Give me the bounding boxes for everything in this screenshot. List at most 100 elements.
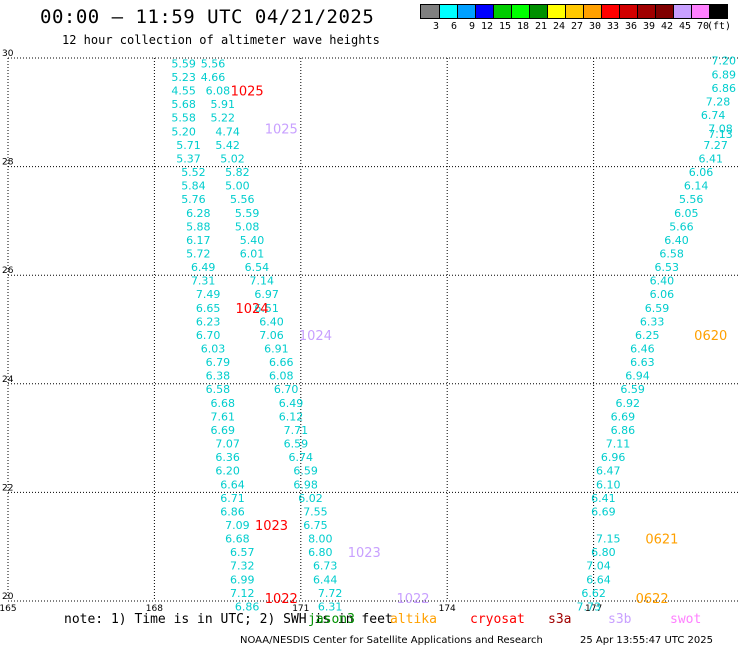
color-swatch: [673, 5, 691, 19]
wave-height-label: 6.01: [240, 247, 265, 260]
wave-height-label: 6.59: [284, 438, 309, 451]
color-scale-tick: 24: [552, 21, 565, 32]
color-scale-tick: 42: [660, 21, 673, 32]
color-scale-tick: 70: [696, 21, 709, 32]
wave-height-label: 6.63: [630, 356, 655, 369]
color-scale-tick: 33: [606, 21, 619, 32]
wave-height-label: 6.38: [206, 370, 231, 383]
color-swatch: [457, 5, 475, 19]
pass-time-label: 0622: [636, 592, 669, 607]
color-scale-tick: 27: [570, 21, 583, 32]
wave-height-label: 7.73: [576, 600, 601, 612]
satellite-legend-jason3: jason3: [308, 612, 355, 627]
wave-height-label: 7.27: [703, 139, 728, 152]
wave-height-label: 5.40: [240, 234, 265, 247]
color-scale-tick: 6: [450, 21, 457, 32]
color-swatch: [493, 5, 511, 19]
satellite-legend-altika: altika: [390, 612, 437, 627]
pass-time-label: 1023: [255, 519, 288, 534]
pass-time-label: 1024: [235, 302, 268, 317]
wave-height-label: 6.40: [650, 275, 675, 288]
color-swatch: [691, 5, 709, 19]
wave-height-label: 7.49: [196, 288, 221, 301]
wave-height-label: 5.02: [220, 152, 245, 165]
wave-height-label: 6.17: [186, 234, 211, 247]
wave-height-label: 7.09: [225, 519, 250, 532]
footer-credit: NOAA/NESDIS Center for Satellite Applica…: [240, 635, 543, 646]
pass-time-label: 1023: [348, 546, 381, 561]
wave-height-label: 6.59: [620, 383, 645, 396]
wave-height-label: 6.80: [308, 546, 333, 559]
wave-height-label: 6.74: [289, 451, 314, 464]
wave-height-label: 7.55: [303, 505, 328, 518]
wave-height-label: 6.71: [220, 492, 245, 505]
wave-height-label: 6.64: [220, 478, 245, 491]
pass-time-label: 1025: [231, 85, 264, 100]
wave-height-label: 7.13: [708, 128, 733, 141]
wave-height-label: 6.86: [235, 600, 260, 612]
wave-height-label: 7.71: [284, 424, 309, 437]
wave-height-label: 5.23: [171, 71, 196, 84]
wave-height-label: 6.74: [701, 109, 726, 122]
wave-height-label: 5.68: [171, 98, 196, 111]
satellite-legend-s3a: s3a: [548, 612, 572, 627]
color-scale-tick: 21: [534, 21, 547, 32]
wave-height-label: 6.06: [650, 288, 675, 301]
wave-height-label: 6.40: [259, 315, 284, 328]
wave-height-label: 7.07: [215, 438, 240, 451]
color-scale-legend: [421, 5, 727, 19]
wave-height-label: 5.58: [171, 112, 196, 125]
wave-height-label: 6.92: [616, 397, 641, 410]
wave-height-label: 6.03: [201, 343, 226, 356]
wave-height-label: 5.59: [171, 57, 196, 70]
y-tick-label: 30: [2, 49, 14, 59]
wave-height-label: 7.31: [191, 275, 216, 288]
pass-time-label: 0621: [645, 533, 678, 548]
color-scale-tick: 3: [432, 21, 439, 32]
wave-height-label: 6.57: [230, 546, 255, 559]
chart-note: note: 1) Time is in UTC; 2) SWH is in fe…: [64, 612, 393, 627]
wave-height-label: 6.47: [596, 465, 621, 478]
color-scale-tick: 36: [624, 21, 637, 32]
color-scale-tick: 15: [498, 21, 511, 32]
wave-height-label: 7.12: [230, 587, 255, 600]
wave-height-label: 6.49: [191, 261, 216, 274]
wave-height-label: 6.12: [279, 410, 304, 423]
satellite-legend-s3b: s3b: [608, 612, 632, 627]
color-scale-tick: 9: [468, 21, 475, 32]
wave-height-label: 7.32: [230, 560, 255, 573]
color-scale-tick: 39: [642, 21, 655, 32]
color-scale-tick: (ft): [707, 21, 732, 32]
wave-height-label: 6.14: [684, 180, 709, 193]
wave-height-label: 6.68: [225, 533, 250, 546]
wave-height-label: 6.98: [293, 478, 318, 491]
pass-time-label: 1024: [299, 329, 332, 344]
wave-height-label: 6.62: [581, 587, 606, 600]
wave-height-label: 6.33: [640, 315, 665, 328]
x-tick-label: 165: [0, 604, 17, 612]
color-swatch: [475, 5, 493, 19]
wave-height-label: 5.59: [235, 207, 260, 220]
wave-height-label: 6.41: [698, 152, 723, 165]
wave-height-label: 6.51: [254, 302, 279, 315]
wave-height-label: 7.11: [606, 438, 631, 451]
wave-height-label: 6.65: [196, 302, 221, 315]
wave-height-label: 5.71: [176, 139, 201, 152]
x-tick-label: 171: [292, 604, 309, 612]
wave-height-label: 6.46: [630, 343, 655, 356]
wave-height-label: 7.72: [318, 587, 343, 600]
color-scale-tick: 12: [480, 21, 493, 32]
wave-height-label: 6.59: [645, 302, 670, 315]
color-swatch: [619, 5, 637, 19]
pass-time-label: 0620: [694, 329, 727, 344]
wave-height-label: 6.91: [264, 343, 289, 356]
wave-height-label: 6.58: [659, 247, 684, 260]
wave-height-label: 6.68: [210, 397, 235, 410]
wave-height-label: 6.69: [210, 424, 235, 437]
color-swatch: [655, 5, 673, 19]
chart-subtitle: 12 hour collection of altimeter wave hei…: [62, 33, 380, 47]
wave-height-label: 5.84: [181, 180, 206, 193]
color-swatch: [637, 5, 655, 19]
wave-height-points: 5.595.234.555.685.585.205.715.375.525.84…: [171, 55, 736, 612]
wave-height-label: 6.10: [596, 478, 621, 491]
